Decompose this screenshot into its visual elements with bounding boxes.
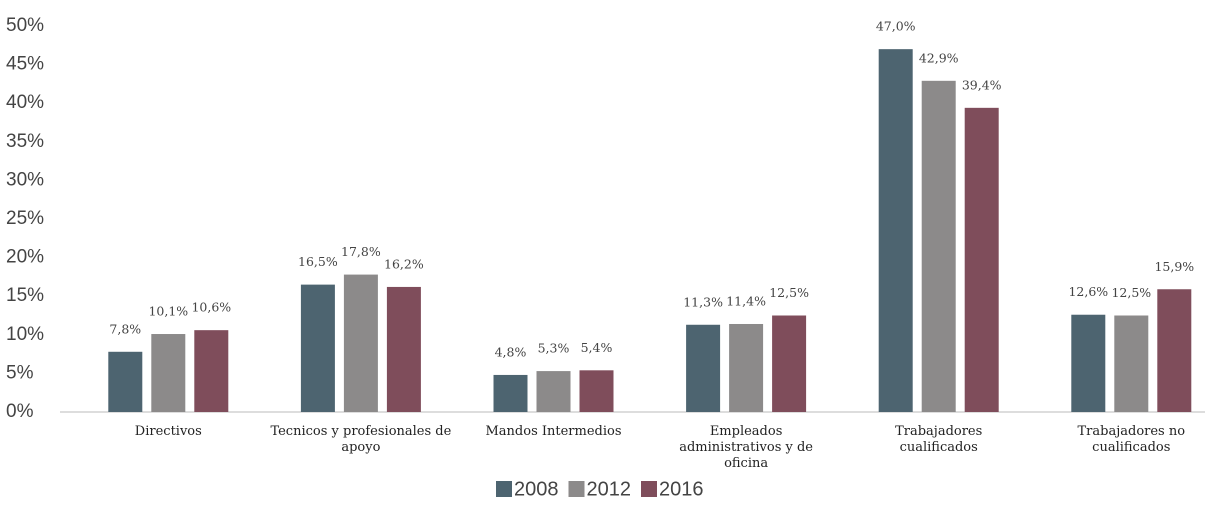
legend-label: 2012 — [587, 478, 632, 500]
value-label: 10,1% — [148, 304, 188, 319]
bar — [1071, 314, 1106, 412]
bar — [108, 351, 143, 412]
y-tick-label: 40% — [6, 92, 44, 113]
y-tick-label: 25% — [6, 208, 44, 229]
y-tick-label: 5% — [6, 362, 34, 383]
bar — [300, 284, 335, 412]
y-tick-label: 0% — [6, 401, 34, 422]
legend-swatch — [496, 481, 512, 497]
bar — [493, 374, 528, 412]
y-tick-label: 15% — [6, 285, 44, 306]
value-label: 4,8% — [495, 344, 527, 359]
value-label: 5,3% — [538, 341, 570, 356]
bar — [729, 323, 764, 412]
value-label: 12,6% — [1068, 284, 1108, 299]
bar — [343, 274, 378, 412]
bar — [536, 371, 571, 412]
bar — [386, 286, 421, 412]
y-tick-label: 20% — [6, 247, 44, 268]
bar — [151, 334, 186, 412]
x-tick-label: Trabajadores no cualificados — [1077, 424, 1186, 455]
value-label: 11,4% — [726, 293, 766, 308]
value-label: 5,4% — [581, 340, 613, 355]
bar — [579, 370, 614, 412]
value-label: 17,8% — [341, 244, 381, 259]
value-label: 16,2% — [384, 256, 424, 271]
x-tick-label: Tecnicos y profesionales de apoyo — [270, 424, 452, 455]
x-tick-label: Empleados administrativos y de oficina — [679, 424, 813, 471]
legend-label: 2008 — [514, 478, 559, 500]
value-label: 12,5% — [1111, 285, 1151, 300]
bar — [921, 80, 956, 412]
bar — [686, 324, 721, 412]
bar — [964, 107, 999, 412]
y-tick-label: 45% — [6, 54, 44, 75]
bar — [772, 315, 807, 412]
value-label: 39,4% — [962, 77, 1002, 92]
bar — [1114, 315, 1149, 412]
bar — [194, 330, 229, 412]
bar — [878, 49, 913, 412]
y-tick-label: 30% — [6, 169, 44, 190]
x-tick-label: Trabajadores cualificados — [895, 424, 983, 455]
value-label: 47,0% — [876, 19, 916, 34]
value-label: 7,8% — [109, 321, 141, 336]
value-label: 12,5% — [769, 285, 809, 300]
y-tick-label: 50% — [6, 15, 44, 36]
value-label: 10,6% — [191, 300, 231, 315]
legend-swatch — [641, 481, 657, 497]
bar — [1157, 289, 1192, 412]
y-tick-label: 35% — [6, 131, 44, 152]
value-label: 16,5% — [298, 254, 338, 269]
x-tick-label: Directivos — [134, 424, 202, 439]
x-tick-label: Mandos Intermedios — [485, 424, 622, 439]
y-tick-label: 10% — [6, 324, 44, 345]
legend-label: 2016 — [659, 478, 704, 500]
legend-swatch — [568, 481, 585, 497]
value-label: 15,9% — [1154, 259, 1194, 274]
value-label: 42,9% — [919, 50, 959, 65]
value-label: 11,3% — [683, 294, 723, 309]
